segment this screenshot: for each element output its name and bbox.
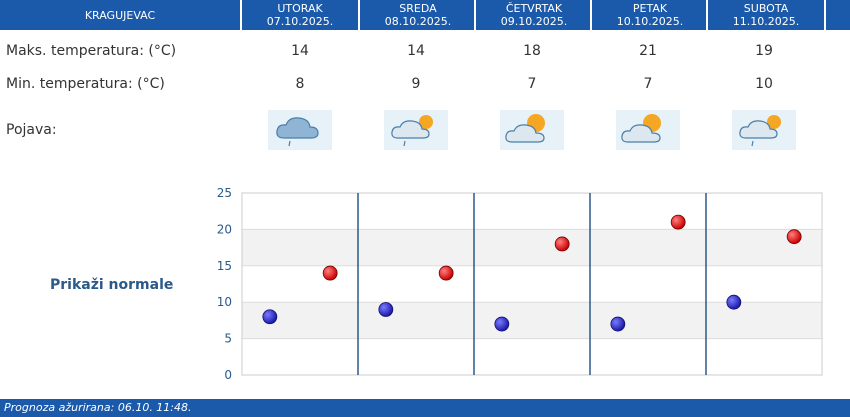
max-temp-point xyxy=(554,236,570,252)
day-header-3: ČETVRTAK 09.10.2025. xyxy=(476,2,592,28)
min-temp-value: 8 xyxy=(295,76,305,92)
min-temp-point xyxy=(378,302,394,317)
y-tick-label: 15 xyxy=(217,259,232,273)
partly-cloudy-rain-icon xyxy=(732,110,796,150)
day-name: UTORAK xyxy=(277,2,323,15)
header-divider xyxy=(240,0,242,30)
max-temp-value: 14 xyxy=(407,43,425,59)
header-divider xyxy=(706,0,708,30)
day-name: SREDA xyxy=(399,2,437,15)
forecast-footer: Prognoza ažurirana: 06.10. 11:48. xyxy=(0,399,850,417)
min-temp-point xyxy=(262,309,278,325)
min-temp-value: 9 xyxy=(411,76,421,92)
forecast-header: KRAGUJEVAC UTORAK 07.10.2025. SREDA 08.1… xyxy=(0,0,850,30)
max-temp-point xyxy=(786,229,802,245)
phenomenon-label: Pojava: xyxy=(6,122,57,138)
max-temp-value: 18 xyxy=(523,43,541,59)
header-divider xyxy=(590,0,592,30)
day-header-4: PETAK 10.10.2025. xyxy=(592,2,708,28)
day-header-1: UTORAK 07.10.2025. xyxy=(242,2,358,28)
chart-frame xyxy=(241,192,823,376)
max-temp-point xyxy=(322,265,338,281)
y-tick-label: 10 xyxy=(217,295,232,309)
partly-cloudy-rain-icon xyxy=(384,110,448,150)
max-temp-value: 14 xyxy=(291,43,309,59)
max-temp-point xyxy=(670,214,686,230)
max-temp-value: 21 xyxy=(639,43,657,59)
max-temp-label: Maks. temperatura: (°C) xyxy=(6,43,177,59)
y-tick-label: 5 xyxy=(224,332,232,346)
min-temp-value: 7 xyxy=(643,76,653,92)
min-temp-point xyxy=(610,316,626,332)
min-temp-point xyxy=(494,316,510,332)
min-temp-point xyxy=(726,294,742,310)
y-tick-label: 20 xyxy=(217,222,232,236)
header-divider xyxy=(358,0,360,30)
header-divider xyxy=(824,0,826,30)
partly-cloudy-icon xyxy=(616,110,680,150)
day-name: SUBOTA xyxy=(743,2,789,15)
day-date: 11.10.2025. xyxy=(732,15,800,28)
y-tick-label: 0 xyxy=(224,368,232,382)
partly-cloudy-icon xyxy=(500,110,564,150)
min-temp-value: 10 xyxy=(755,76,773,92)
day-name: PETAK xyxy=(632,2,668,15)
show-normals-link[interactable]: Prikaži normale xyxy=(50,277,174,293)
min-temp-value: 7 xyxy=(527,76,537,92)
chart-band xyxy=(242,229,822,266)
day-date: 08.10.2025. xyxy=(384,15,452,28)
chart-band xyxy=(242,302,822,339)
day-date: 10.10.2025. xyxy=(616,15,684,28)
min-temp-label: Min. temperatura: (°C) xyxy=(6,76,165,92)
day-name: ČETVRTAK xyxy=(505,2,563,15)
update-timestamp: Prognoza ažurirana: 06.10. 11:48. xyxy=(4,401,192,414)
max-temp-value: 19 xyxy=(755,43,773,59)
cloud-rain-icon xyxy=(268,110,332,150)
header-divider xyxy=(474,0,476,30)
day-header-5: SUBOTA 11.10.2025. xyxy=(708,2,824,28)
day-header-2: SREDA 08.10.2025. xyxy=(360,2,476,28)
day-date: 09.10.2025. xyxy=(500,15,568,28)
day-date: 07.10.2025. xyxy=(266,15,334,28)
y-tick-label: 25 xyxy=(217,186,232,200)
city-name: KRAGUJEVAC xyxy=(84,8,156,22)
max-temp-point xyxy=(438,265,454,281)
